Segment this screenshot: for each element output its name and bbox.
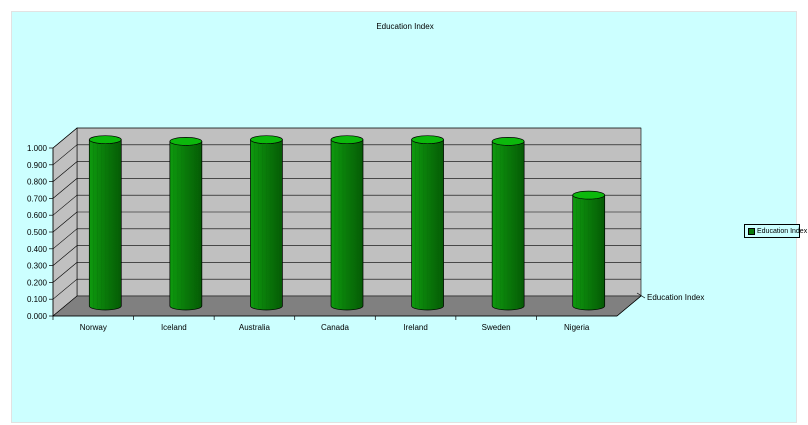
x-tick-label: Sweden: [482, 323, 511, 332]
legend-label: Education Index: [757, 227, 808, 235]
x-tick-label: Iceland: [161, 323, 187, 332]
gridline-side: [52, 194, 78, 216]
gridline-side: [52, 144, 78, 166]
gridline-side: [52, 161, 78, 182]
legend-swatch: [748, 227, 755, 235]
gridline-side: [52, 178, 78, 199]
y-tick-label: 1.000: [27, 144, 48, 153]
bar-top: [330, 135, 364, 145]
y-tick-label: 0.000: [27, 312, 48, 321]
y-tick-label: 0.600: [27, 211, 48, 220]
x-tick-label: Canada: [321, 323, 350, 332]
chart-title: Education Index: [376, 22, 434, 31]
y-tick-label: 0.800: [27, 178, 48, 187]
y-tick-label: 0.200: [27, 278, 48, 287]
x-tick-label: Nigeria: [564, 323, 590, 332]
bar-top: [169, 137, 203, 146]
bar-top: [491, 137, 525, 146]
y-tick-label: 0.700: [27, 194, 48, 203]
bar-top: [88, 135, 122, 145]
x-tick-label: Norway: [80, 323, 107, 332]
y-tick-label: 0.100: [27, 295, 48, 304]
depth-axis: [616, 295, 642, 317]
y-tick-label: 0.900: [27, 161, 48, 170]
y-tick-label: 0.500: [27, 228, 48, 237]
gridline-side: [52, 127, 78, 149]
legend: Education Index: [744, 224, 807, 238]
gridline-side: [52, 278, 78, 300]
x-tick-label: Australia: [239, 323, 271, 332]
depth-tick: [636, 292, 646, 299]
gridline-side: [52, 245, 78, 266]
y-tick-label: 0.300: [27, 262, 48, 271]
bar-top: [572, 190, 606, 200]
bar-top: [411, 135, 444, 145]
y-tick-label: 0.400: [27, 245, 48, 254]
bar-top: [250, 135, 283, 145]
x-tick-label: Ireland: [403, 323, 427, 332]
gridline-side: [52, 228, 78, 250]
gridline-side: [52, 262, 78, 283]
depth-axis-label: Education Index: [647, 293, 704, 302]
gridline-side: [52, 211, 78, 233]
